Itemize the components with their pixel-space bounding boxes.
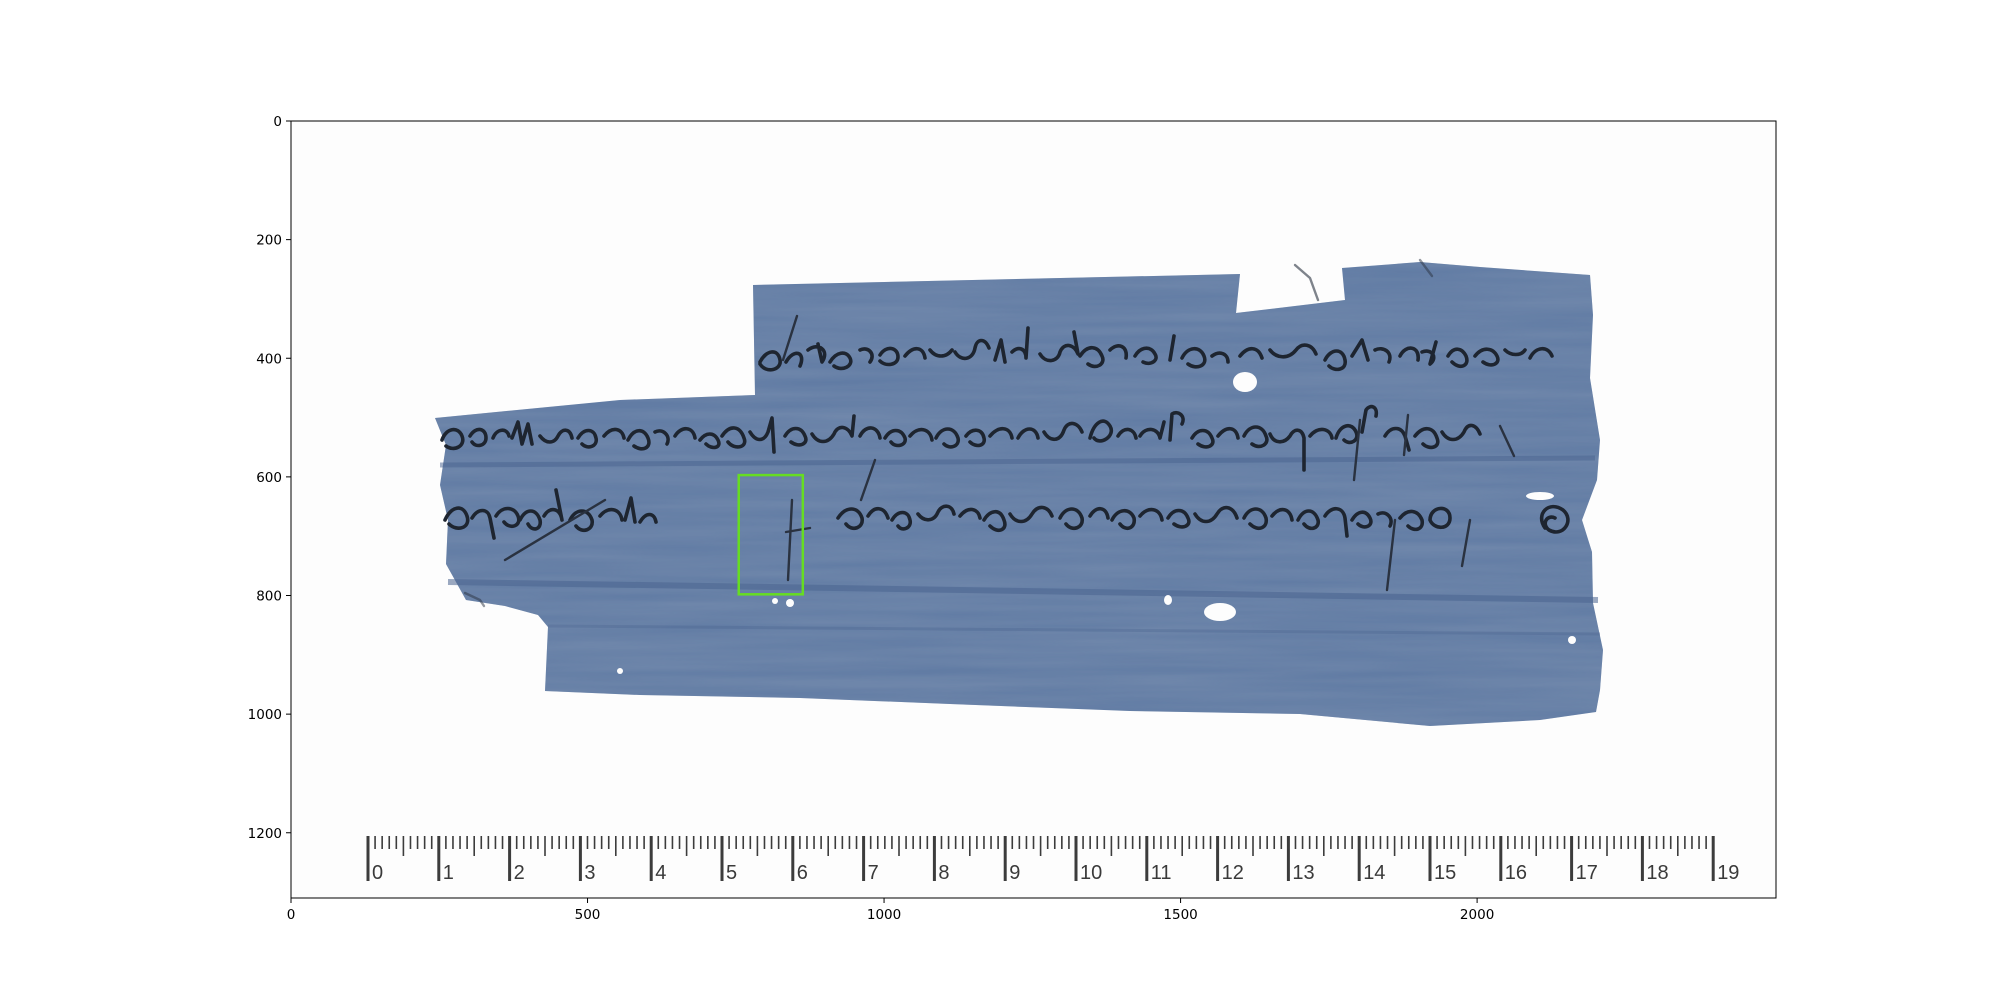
ruler-number: 6 [797, 862, 808, 884]
axes-frame [290, 120, 1777, 899]
x-tick-label: 2000 [1460, 907, 1494, 923]
ruler-number: 7 [868, 862, 879, 884]
ruler-number: 17 [1576, 862, 1598, 884]
ruler-number: 1 [443, 862, 454, 884]
y-tick-label: 1000 [248, 707, 282, 723]
ruler-number: 18 [1646, 862, 1668, 884]
ruler-number: 10 [1080, 862, 1102, 884]
papyrus-fragment [435, 258, 1603, 726]
y-tick-label: 200 [256, 233, 282, 249]
y-tick-label: 400 [256, 351, 282, 367]
ruler-number: 12 [1222, 862, 1244, 884]
ruler-number: 3 [584, 862, 595, 884]
y-tick-label: 800 [256, 589, 282, 605]
ruler-number: 14 [1363, 862, 1385, 884]
ruler-ticks [366, 836, 1715, 881]
x-axis: 0 500 1000 1500 2000 [287, 898, 1494, 923]
y-axis: 0 200 400 600 800 1000 1200 [248, 114, 291, 842]
ruler-number: 13 [1292, 862, 1314, 884]
ruler-number: 5 [726, 862, 737, 884]
y-tick-label: 1200 [248, 826, 282, 842]
ruler-number: 16 [1505, 862, 1527, 884]
x-tick-label: 1000 [867, 907, 901, 923]
scale-ruler: 0 1 2 3 4 5 6 7 8 9 10 11 12 13 14 15 16 17 18 19 [366, 836, 1739, 884]
ruler-number: 8 [938, 862, 949, 884]
ruler-number: 15 [1434, 862, 1456, 884]
y-tick-label: 600 [256, 470, 282, 486]
x-tick-label: 1500 [1163, 907, 1197, 923]
ruler-number: 4 [655, 862, 666, 884]
handwriting [440, 314, 1570, 592]
ruler-number: 19 [1717, 862, 1739, 884]
ruler-labels: 0 1 2 3 4 5 6 7 8 9 10 11 12 13 14 15 16 17 18 19 [372, 862, 1739, 884]
ruler-number: 9 [1009, 862, 1020, 884]
x-tick-label: 0 [287, 907, 296, 923]
ruler-number: 0 [372, 862, 383, 884]
ruler-number: 11 [1151, 862, 1172, 884]
highlight-box [737, 473, 805, 596]
y-tick-label: 0 [273, 114, 282, 130]
x-tick-label: 500 [575, 907, 601, 923]
ruler-number: 2 [514, 862, 525, 884]
